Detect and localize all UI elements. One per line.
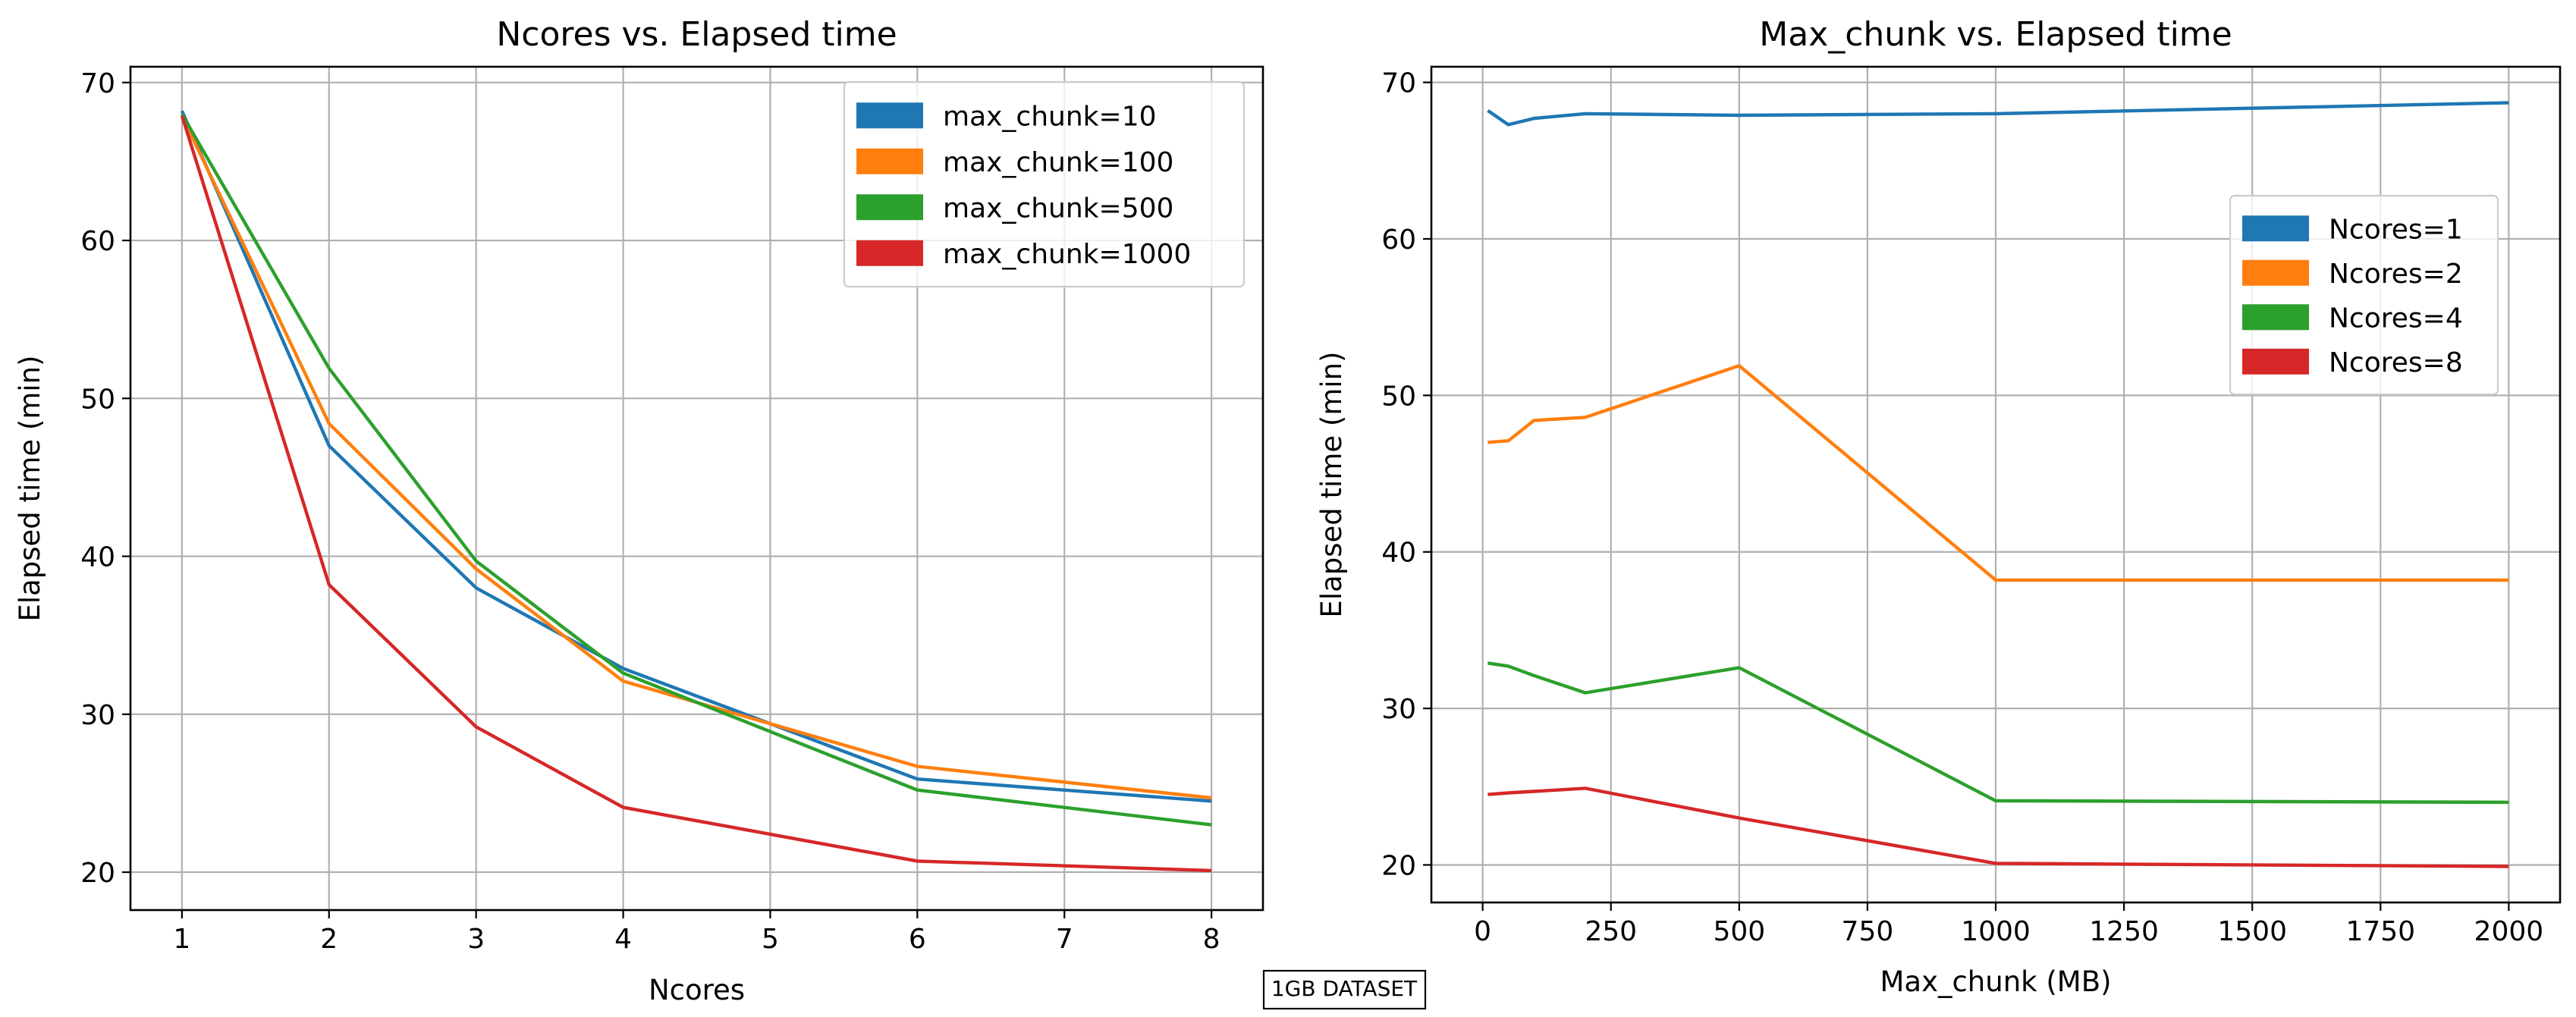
legend-swatch xyxy=(856,240,923,266)
legend-label: Ncores=8 xyxy=(2329,347,2463,378)
y-tick-label: 50 xyxy=(1381,381,1416,412)
legend-label: max_chunk=500 xyxy=(943,193,1173,224)
legend-box xyxy=(843,80,1246,288)
series-line xyxy=(1487,661,2509,805)
x-tick-label: 250 xyxy=(1585,916,1637,947)
dataset-tag: 1GB DATASET xyxy=(1262,969,1427,1010)
x-axis-label: Ncores xyxy=(649,974,745,1006)
x-tick-label: 4 xyxy=(614,924,632,955)
series-line xyxy=(1487,101,2509,127)
x-tick-label: 1000 xyxy=(1961,916,2031,947)
y-tick-label: 30 xyxy=(1381,694,1416,725)
x-axis-label: Max_chunk (MB) xyxy=(1880,965,2111,998)
x-tick-label: 5 xyxy=(762,924,779,955)
series-line xyxy=(1487,786,2509,868)
legend: max_chunk=10 max_chunk=100 max_chunk=500ma… xyxy=(843,80,1246,288)
y-tick-label: 20 xyxy=(1381,850,1416,881)
legend-label: max_chunk=1000 xyxy=(943,239,1191,270)
left-chart-ncores-vs-elapsed: 1 2 3 4 5 6 7 8 20 30 40 50 60 70 Ncores vs. Elapsed t… xyxy=(14,15,1264,1006)
plot-frame xyxy=(129,65,1264,912)
legend-swatch xyxy=(856,148,923,174)
legend-swatch xyxy=(2242,215,2309,242)
legend-swatch xyxy=(2242,348,2309,375)
y-tick-label: 70 xyxy=(80,68,115,99)
x-tick-label: 6 xyxy=(909,924,926,955)
x-tick-label: 7 xyxy=(1056,924,1073,955)
x-tick-label: 750 xyxy=(1842,916,1894,947)
y-tick-label: 50 xyxy=(80,384,115,415)
series-line xyxy=(180,115,1212,800)
x-tick-label: 0 xyxy=(1474,916,1491,947)
legend-label: Ncores=2 xyxy=(2329,259,2463,290)
x-tick-label: 2 xyxy=(320,924,338,955)
legend-box xyxy=(2229,194,2499,396)
legend: Ncores=1 Ncores=2 Ncores=4 Ncores=8 xyxy=(2229,194,2499,396)
x-tick-label: 2000 xyxy=(2474,916,2544,947)
right-chart-maxchunk-vs-elapsed: 0 250 500 750 1000 1250 1500 1750 2000 20 30 40 50 60… xyxy=(1315,15,2562,998)
y-axis-label: Elapsed time (min) xyxy=(14,355,46,621)
legend-label: max_chunk=10 xyxy=(943,101,1157,132)
chart-title: Ncores vs. Elapsed time xyxy=(496,15,897,54)
series-line xyxy=(180,113,1212,827)
x-tick-label: 3 xyxy=(467,924,485,955)
dataset-tag-label: 1GB DATASET xyxy=(1271,976,1418,1001)
legend-label: Ncores=1 xyxy=(2329,214,2463,245)
x-tick-label: 1750 xyxy=(2345,916,2415,947)
chart-title: Max_chunk vs. Elapsed time xyxy=(1759,15,2232,54)
y-tick-label: 20 xyxy=(80,858,115,889)
legend-swatch xyxy=(856,194,923,221)
x-tick-label: 1 xyxy=(173,924,190,955)
x-tick-label: 8 xyxy=(1203,924,1220,955)
y-tick-label: 60 xyxy=(1381,224,1416,256)
y-tick-label: 70 xyxy=(1381,68,1416,99)
y-axis-label: Elapsed time (min) xyxy=(1315,351,1348,617)
legend-label: Ncores=4 xyxy=(2329,303,2463,334)
y-tick-label: 40 xyxy=(1381,538,1416,569)
x-tick-label: 1250 xyxy=(2089,916,2159,947)
y-tick-label: 60 xyxy=(80,226,115,257)
x-tick-label: 1500 xyxy=(2217,916,2287,947)
legend-swatch xyxy=(2242,304,2309,331)
x-tick-label: 500 xyxy=(1713,916,1765,947)
y-tick-label: 30 xyxy=(80,700,115,731)
series-line xyxy=(180,110,1212,803)
legend-swatch xyxy=(2242,259,2309,286)
legend-label: max_chunk=100 xyxy=(943,147,1173,178)
series-line xyxy=(1487,364,2509,582)
series-line xyxy=(180,115,1212,873)
legend-swatch xyxy=(856,102,923,129)
y-tick-label: 40 xyxy=(80,542,115,573)
